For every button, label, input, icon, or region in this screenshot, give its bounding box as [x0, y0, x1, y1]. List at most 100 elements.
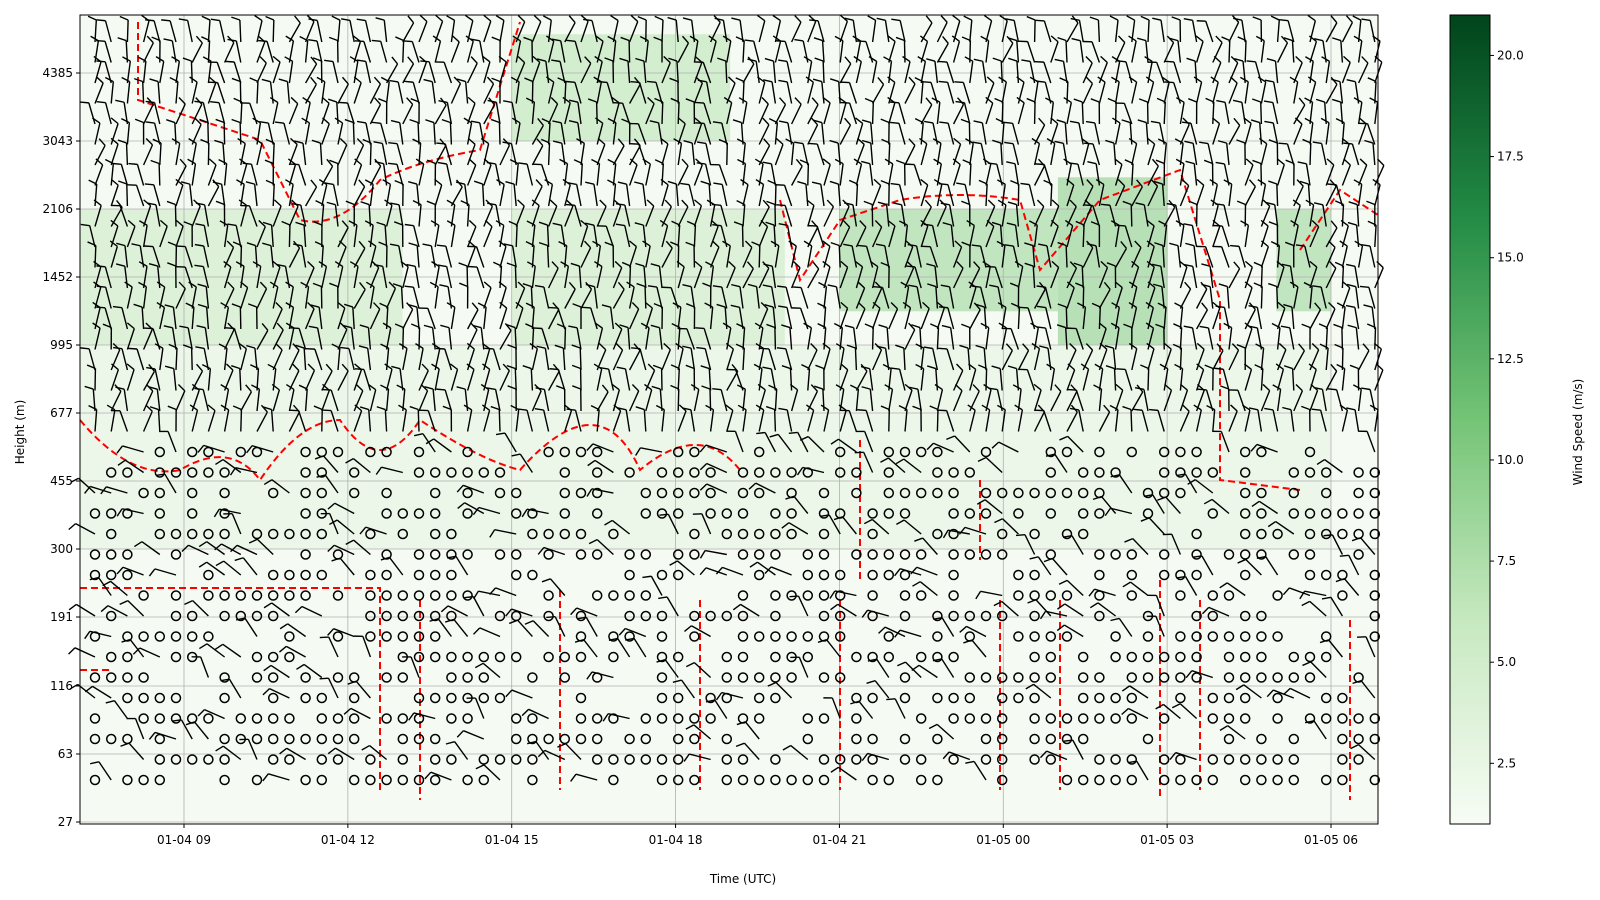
wind-barb [1276, 307, 1286, 330]
calm-marker [494, 487, 506, 499]
wind-barb-flag [198, 541, 208, 548]
wind-barb [1098, 306, 1101, 330]
wind-barb-flag [207, 404, 216, 412]
plot-frame [79, 14, 1379, 825]
wind-barb-flag [1128, 342, 1138, 350]
wind-barb-flag [312, 282, 322, 288]
wind-barb [1163, 101, 1166, 125]
wind-barb-flag [877, 201, 887, 206]
wind-barb [352, 306, 355, 330]
calm-marker [122, 508, 133, 519]
calm-marker [462, 651, 473, 663]
wind-barb [580, 247, 592, 268]
wind-barb [531, 307, 535, 330]
wind-barb [352, 122, 355, 145]
calm-marker [284, 569, 295, 581]
wind-barb [369, 286, 375, 309]
wind-barb-flag [134, 118, 144, 124]
wind-barb [874, 680, 890, 699]
wind-barb-flag [1035, 19, 1045, 22]
wind-barb [929, 246, 939, 268]
wind-barb [693, 205, 703, 227]
wind-barb-flag [699, 550, 706, 559]
wind-barb [934, 61, 939, 84]
wind-barb [547, 103, 559, 125]
wind-barb [643, 61, 647, 84]
wind-barb-flag [736, 138, 746, 144]
wind-barb-flag [1311, 219, 1320, 228]
calm-marker [478, 774, 490, 786]
wind-barb [319, 142, 323, 166]
wind-barb-flag [905, 265, 916, 268]
wind-barb [869, 368, 874, 391]
wind-barb [434, 286, 439, 309]
wind-barb [1000, 142, 1003, 166]
wind-barb [742, 247, 753, 268]
wind-barb [871, 20, 877, 43]
calm-marker [559, 487, 571, 499]
wind-barb [191, 307, 195, 330]
wind-barb [1244, 40, 1247, 63]
wind-barb-flag [684, 625, 692, 632]
wind-barb [332, 61, 339, 84]
wind-barb [963, 102, 971, 125]
wind-barb [159, 142, 162, 166]
wind-barb-flag [1192, 555, 1202, 558]
wind-barb [936, 409, 939, 432]
wind-barb-flag [1070, 17, 1080, 22]
wind-barb [511, 245, 517, 268]
calm-marker [316, 692, 328, 704]
wind-barb-flag [120, 742, 130, 747]
calm-marker [300, 692, 311, 704]
calm-marker [624, 631, 635, 642]
wind-barb [1027, 307, 1036, 330]
wind-barb [1114, 307, 1120, 330]
calm-marker [219, 590, 230, 601]
wind-barb [612, 389, 621, 412]
wind-barb [1325, 267, 1337, 289]
wind-barb-flag [725, 404, 734, 411]
calm-marker [397, 754, 409, 765]
calm-marker [932, 651, 943, 663]
wind-barb-flag [1092, 495, 1102, 501]
wind-barb-flag [1250, 119, 1260, 124]
wind-barb-flag [914, 537, 924, 542]
wind-barb-flag [145, 138, 154, 146]
wind-barb-flag [420, 60, 430, 63]
wind-barb [158, 163, 161, 186]
calm-marker [899, 733, 911, 745]
wind-barb-flag [834, 158, 844, 165]
wind-barb [1114, 287, 1123, 309]
wind-barb-flag [1155, 159, 1165, 165]
wind-barb [1047, 348, 1052, 371]
wind-barb-flag [1237, 558, 1247, 564]
calm-marker [737, 651, 749, 663]
wind-barb [1012, 143, 1020, 166]
wind-barb-flag [610, 14, 619, 22]
calm-marker [154, 528, 166, 540]
wind-barb [450, 41, 460, 63]
calm-marker [1013, 487, 1024, 499]
wind-barb-flag [1146, 342, 1155, 350]
wind-barb-flag [552, 140, 563, 144]
wind-barb-flag [251, 384, 260, 390]
wind-barb [1050, 391, 1062, 412]
wind-barb [1341, 122, 1345, 145]
wind-barb-flag [972, 141, 982, 145]
wind-barb [110, 349, 121, 371]
wind-barb [1114, 225, 1120, 248]
wind-barb [1341, 307, 1346, 330]
wind-barb-flag [762, 161, 772, 165]
wind-barb [1341, 164, 1351, 186]
calm-marker [1126, 713, 1138, 724]
wind-barb [807, 205, 815, 227]
wind-barb-flag [861, 160, 871, 165]
wind-barb [1123, 103, 1133, 125]
wind-barb-flag [617, 138, 625, 147]
wind-barb [543, 546, 566, 556]
calm-marker [948, 651, 959, 663]
calm-marker [705, 692, 716, 704]
calm-marker [462, 487, 473, 499]
wind-barb-flag [992, 139, 1002, 144]
calm-marker [1191, 446, 1202, 458]
